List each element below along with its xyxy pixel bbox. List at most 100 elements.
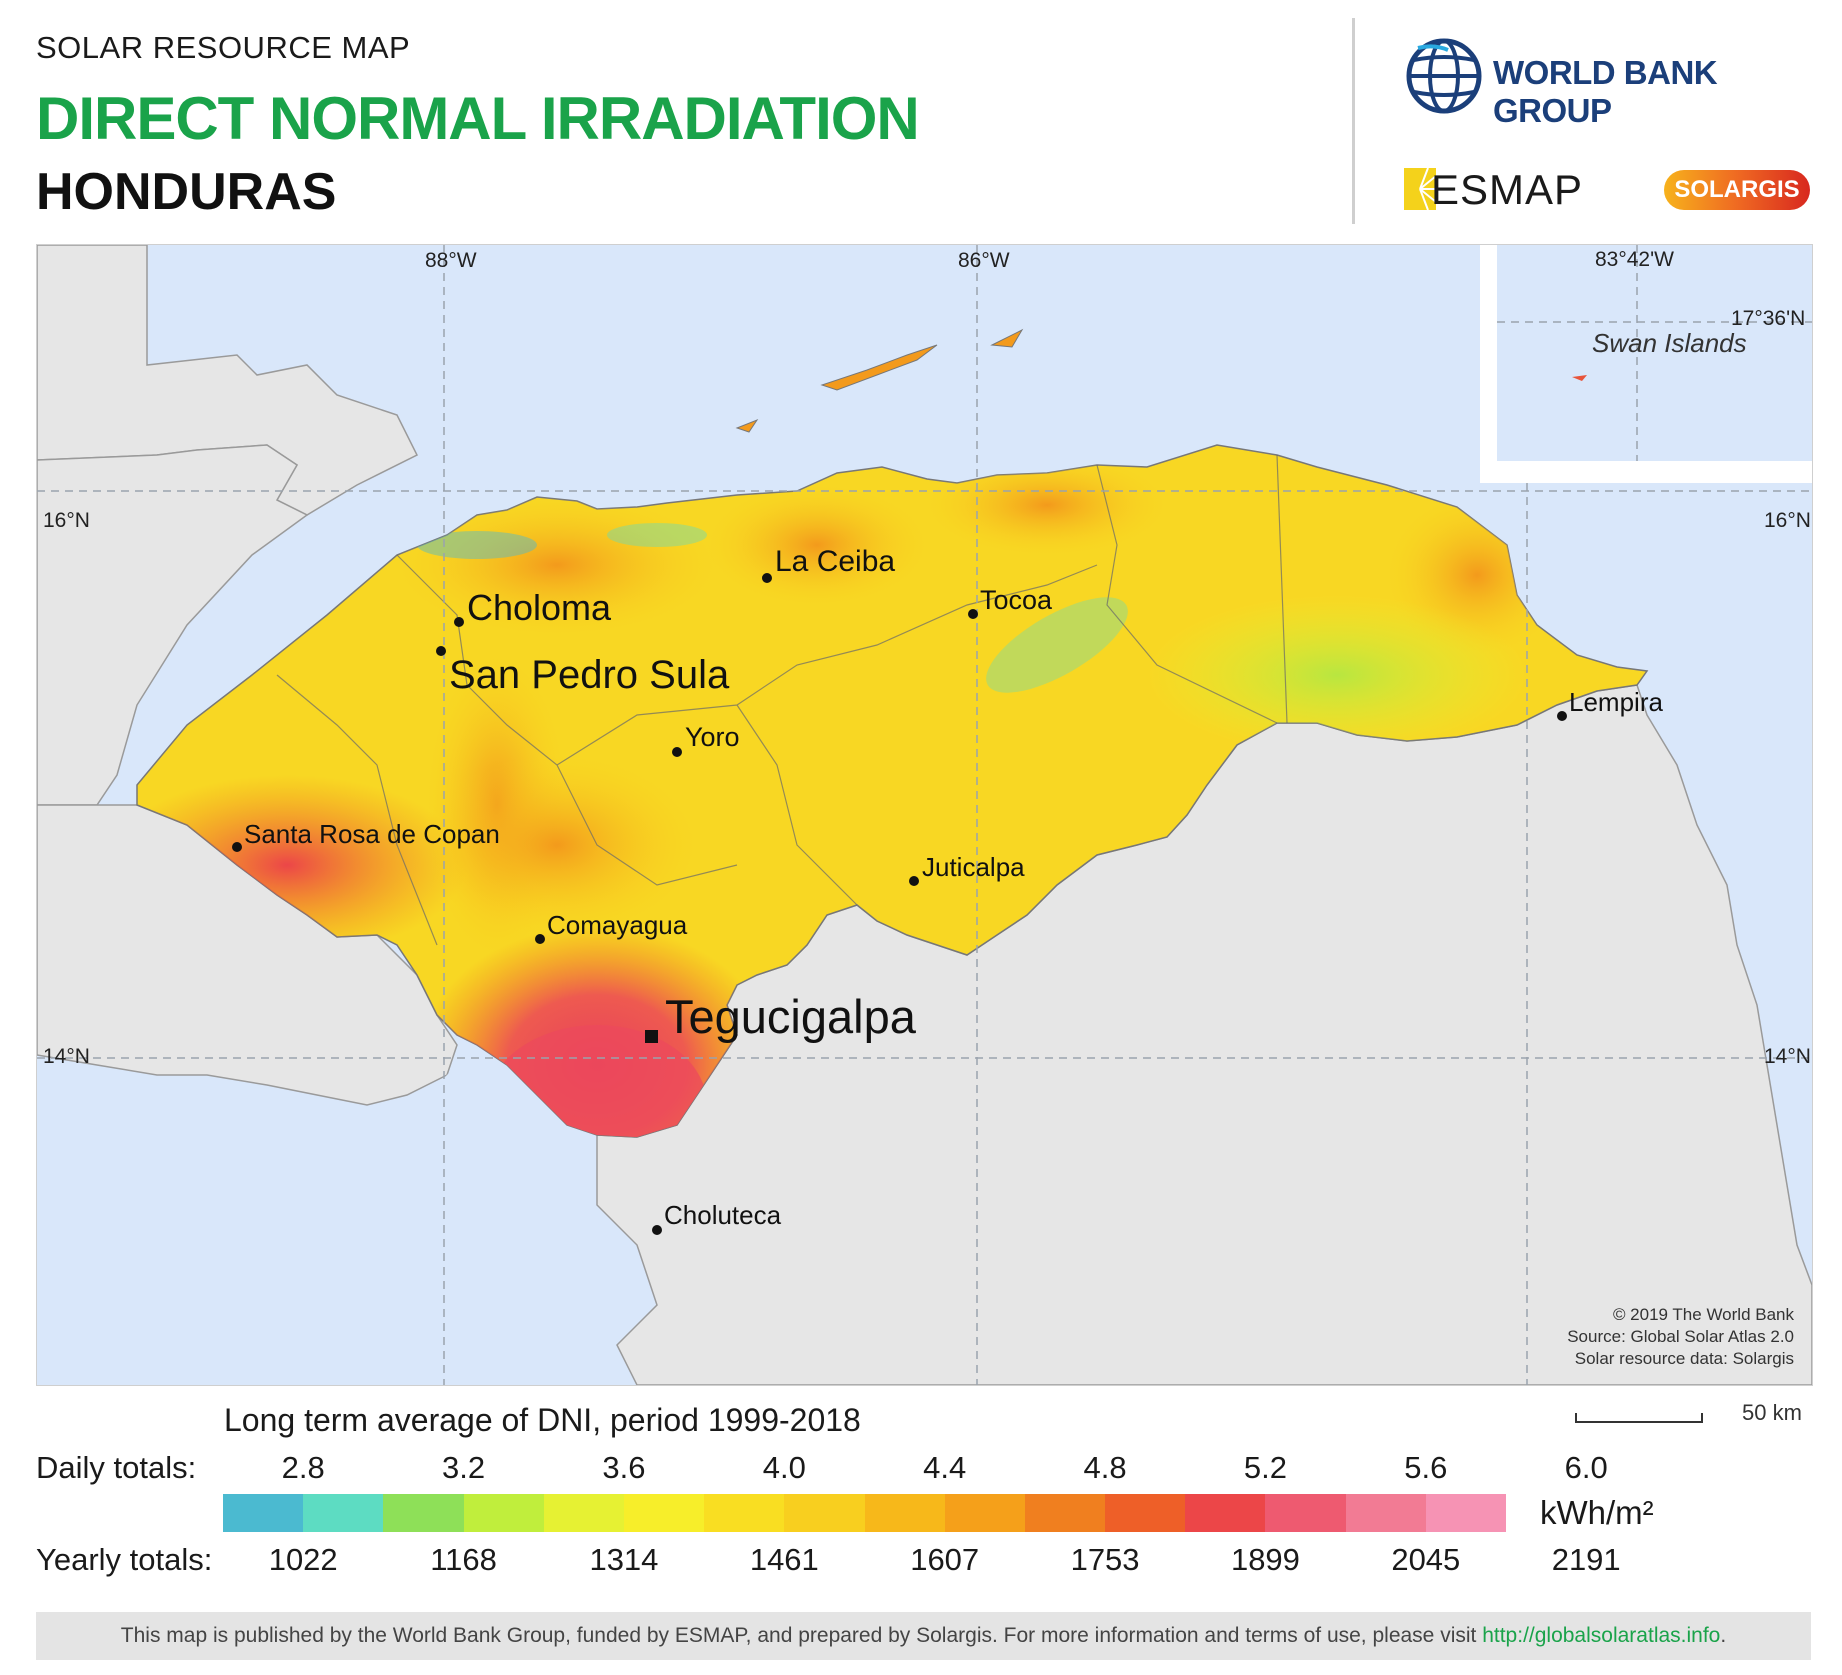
- lat-16-right-label: 16°N: [1764, 509, 1811, 532]
- san-pedro-sula-marker: [436, 646, 446, 656]
- legend-swatch: [1345, 1494, 1426, 1532]
- juticalpa-marker: [909, 876, 919, 886]
- legend-swatch: [944, 1494, 1025, 1532]
- legend-swatch: [463, 1494, 544, 1532]
- esmap-sun-icon: [1404, 168, 1436, 210]
- data-credit: Solar resource data: Solargis: [1574, 1349, 1794, 1368]
- country-name: HONDURAS: [36, 163, 337, 221]
- inset-lat-label: 17°36'N: [1731, 307, 1806, 330]
- swan-islands-label: Swan Islands: [1592, 328, 1747, 358]
- legend-swatch: [543, 1494, 624, 1532]
- daily-tick: 2.8: [281, 1450, 325, 1485]
- yearly-tick: 1022: [268, 1542, 338, 1577]
- footer-end: .: [1720, 1624, 1727, 1647]
- map-title: DIRECT NORMAL IRRADIATION: [36, 85, 920, 152]
- tocoa-marker: [968, 609, 978, 619]
- legend-swatch: [784, 1494, 865, 1532]
- city-markers: [232, 573, 1567, 1235]
- yearly-tick: 2045: [1391, 1542, 1461, 1577]
- legend-swatch: [1185, 1494, 1266, 1532]
- yoro-marker: [672, 747, 682, 757]
- globalsolaratlas-link[interactable]: http://globalsolaratlas.info: [1482, 1624, 1721, 1647]
- legend-swatch: [223, 1494, 304, 1532]
- daily-tick: 5.2: [1243, 1450, 1287, 1485]
- lon-86-label: 86°W: [958, 249, 1010, 272]
- daily-tick: 4.0: [762, 1450, 806, 1485]
- comayagua-label: Comayagua: [547, 910, 688, 940]
- daily-tick: 4.4: [923, 1450, 967, 1485]
- daily-tick: 5.6: [1404, 1450, 1448, 1485]
- legend-swatch: [623, 1494, 705, 1532]
- legend-swatch: [864, 1494, 945, 1532]
- legend-title: Long term average of DNI, period 1999-20…: [224, 1402, 861, 1438]
- world-bank-globe-icon: [1406, 38, 1482, 114]
- yearly-tick: 1607: [910, 1542, 980, 1577]
- roatan-island: [820, 344, 938, 391]
- daily-tick: 4.8: [1083, 1450, 1127, 1485]
- map-kicker: SOLAR RESOURCE MAP: [36, 30, 411, 65]
- yearly-tick: 1314: [589, 1542, 659, 1577]
- santa-rosa-marker: [232, 842, 242, 852]
- yearly-totals-label: Yearly totals:: [36, 1542, 213, 1577]
- la-ceiba-label: La Ceiba: [775, 545, 896, 578]
- legend-swatch: [1425, 1494, 1506, 1532]
- choloma-marker: [454, 617, 464, 627]
- unit-label: kWh/m²: [1540, 1494, 1654, 1531]
- yearly-tick: 2191: [1551, 1542, 1621, 1577]
- santa-rosa-label: Santa Rosa de Copan: [244, 819, 500, 849]
- header-divider: [1352, 18, 1355, 224]
- lempira-label: Lempira: [1569, 687, 1663, 717]
- daily-tick: 3.6: [602, 1450, 646, 1485]
- lempira-marker: [1557, 711, 1567, 721]
- inset-graticule: [1497, 245, 1812, 461]
- footer-note: This map is published by the World Bank …: [36, 1612, 1811, 1660]
- guanaja-island: [990, 328, 1024, 348]
- legend-swatch: [1105, 1494, 1186, 1532]
- legend-swatch: [704, 1494, 785, 1532]
- footer-text: This map is published by the World Bank …: [120, 1624, 1477, 1647]
- legend-color-bar: [223, 1494, 1506, 1532]
- guatemala-south-land: [37, 444, 309, 806]
- swan-island-shape: [1572, 375, 1587, 381]
- utila-island: [735, 418, 759, 433]
- legend-swatch: [1024, 1494, 1106, 1532]
- la-ceiba-marker: [762, 573, 772, 583]
- lat-14-left-label: 14°N: [43, 1045, 90, 1068]
- yoro-label: Yoro: [685, 722, 740, 752]
- inset-lon-label: 83°42'W: [1595, 248, 1674, 271]
- tegucigalpa-label: Tegucigalpa: [665, 990, 916, 1043]
- yearly-tick: 1461: [749, 1542, 819, 1577]
- map-canvas: [37, 245, 1812, 1385]
- yearly-tick: 1753: [1070, 1542, 1140, 1577]
- choluteca-marker: [652, 1225, 662, 1235]
- yearly-tick: 1168: [430, 1542, 497, 1577]
- legend-swatch: [303, 1494, 384, 1532]
- lon-88-label: 88°W: [425, 249, 477, 272]
- daily-totals-label: Daily totals:: [36, 1450, 197, 1485]
- choluteca-label: Choluteca: [664, 1200, 782, 1230]
- esmap-logo-text: ESMAP: [1431, 166, 1584, 213]
- legend-swatch: [1265, 1494, 1346, 1532]
- yearly-tick: 1899: [1230, 1542, 1300, 1577]
- daily-tick: 3.2: [442, 1450, 486, 1485]
- legend-swatch: [383, 1494, 464, 1532]
- map-panel: 88°W 86°W 16°N 16°N 14°N 14°N 83°42'W 17…: [36, 244, 1813, 1386]
- inset-sea: [1497, 245, 1812, 461]
- source-credit: Source: Global Solar Atlas 2.0: [1567, 1327, 1794, 1346]
- world-bank-logo-text: WORLD BANK GROUP: [1493, 54, 1718, 129]
- tegucigalpa-marker: [645, 1030, 658, 1043]
- tocoa-label: Tocoa: [980, 585, 1053, 615]
- juticalpa-label: Juticalpa: [922, 852, 1025, 882]
- solargis-logo: SOLARGIS: [1664, 170, 1810, 210]
- scale-bar: [1575, 1413, 1703, 1423]
- copyright-credit: © 2019 The World Bank: [1612, 1305, 1794, 1324]
- san-pedro-sula-label: San Pedro Sula: [449, 653, 730, 697]
- gulf-of-fonseca: [417, 1065, 557, 1185]
- scale-label: 50 km: [1742, 1400, 1802, 1425]
- lat-14-right-label: 14°N: [1764, 1045, 1811, 1068]
- choloma-label: Choloma: [467, 587, 612, 628]
- lat-16-left-label: 16°N: [43, 509, 90, 532]
- department-boundaries: [276, 454, 1288, 946]
- daily-tick: 6.0: [1564, 1450, 1608, 1485]
- comayagua-marker: [535, 934, 545, 944]
